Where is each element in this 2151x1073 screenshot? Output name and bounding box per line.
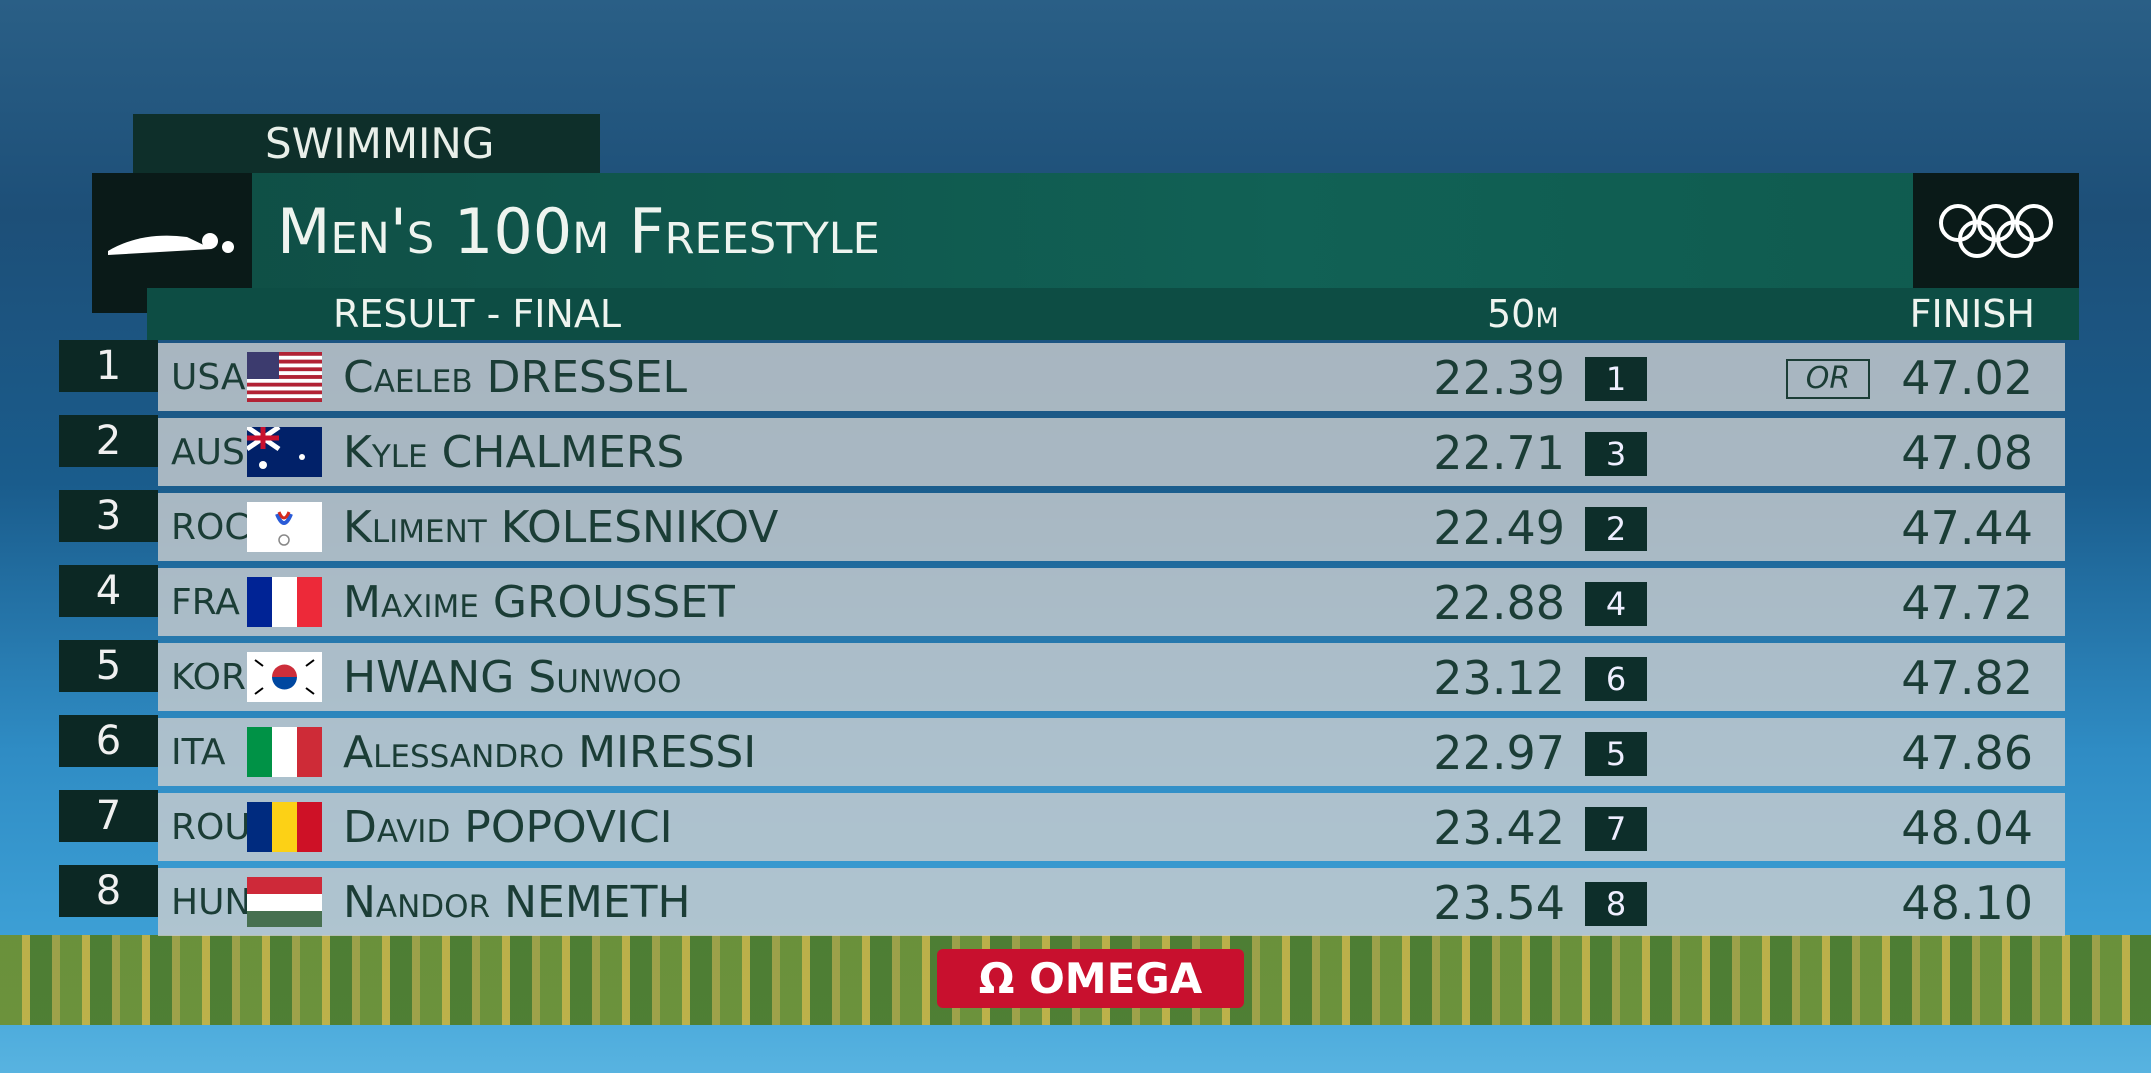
finish-time: 47.02 xyxy=(1901,351,2033,405)
split-rank: 3 xyxy=(1585,432,1647,476)
split-rank: 8 xyxy=(1585,882,1647,926)
split-rank: 2 xyxy=(1585,507,1647,551)
flag xyxy=(247,727,322,777)
rank: 5 xyxy=(59,640,158,692)
rank: 4 xyxy=(59,565,158,617)
result-row: FRA Maxime GROUSSET 22.88 4 47.72 xyxy=(158,568,2065,636)
athlete-name: Caeleb DRESSEL xyxy=(343,352,688,403)
split-time: 22.39 xyxy=(1433,351,1565,405)
flag xyxy=(247,877,322,927)
result-row: ROU David POPOVICI 23.42 7 48.04 xyxy=(158,793,2065,861)
split-time: 23.54 xyxy=(1433,876,1565,930)
sponsor-name: OMEGA xyxy=(1029,954,1203,1003)
sponsor-badge: Ω OMEGA xyxy=(937,949,1244,1008)
country-code: USA xyxy=(171,357,246,398)
country-code: AUS xyxy=(171,432,245,473)
flag xyxy=(247,652,322,702)
split-label: 50m xyxy=(1487,292,1559,336)
flag xyxy=(245,424,322,477)
flag xyxy=(247,502,322,552)
finish-time: 47.72 xyxy=(1901,576,2033,630)
rank: 2 xyxy=(59,415,158,467)
country-code: KOR xyxy=(171,657,246,698)
split-time: 22.97 xyxy=(1433,726,1565,780)
result-row: HUN Nandor NEMETH 23.54 8 48.10 xyxy=(158,868,2065,936)
split-time: 22.49 xyxy=(1433,501,1565,555)
athlete-name: HWANG Sunwoo xyxy=(343,652,682,703)
split-rank: 7 xyxy=(1585,807,1647,851)
result-row: ROC Kliment KOLESNIKOV 22.49 2 47.44 xyxy=(158,493,2065,561)
athlete-name: Kyle CHALMERS xyxy=(343,427,685,478)
split-rank: 1 xyxy=(1585,357,1647,401)
flag xyxy=(247,802,322,852)
flag xyxy=(247,577,322,627)
olympic-rings xyxy=(1913,173,2079,288)
athlete-name: Nandor NEMETH xyxy=(343,877,691,928)
finish-label: FINISH xyxy=(1909,292,2035,336)
split-rank: 6 xyxy=(1585,657,1647,701)
rank: 3 xyxy=(59,490,158,542)
result-label: RESULT - FINAL xyxy=(333,292,622,336)
flag xyxy=(247,352,322,402)
rank: 1 xyxy=(59,340,158,392)
result-row: ITA Alessandro MIRESSI 22.97 5 47.86 xyxy=(158,718,2065,786)
split-time: 22.71 xyxy=(1433,426,1565,480)
finish-time: 47.44 xyxy=(1901,501,2033,555)
subheader: RESULT - FINAL 50m FINISH xyxy=(147,288,2079,340)
finish-time: 47.08 xyxy=(1901,426,2033,480)
finish-time: 47.86 xyxy=(1901,726,2033,780)
record-badge: OR xyxy=(1786,359,1870,399)
split-rank: 5 xyxy=(1585,732,1647,776)
finish-time: 47.82 xyxy=(1901,651,2033,705)
split-rank: 4 xyxy=(1585,582,1647,626)
split-time: 23.12 xyxy=(1433,651,1565,705)
result-row: USA Caeleb DRESSEL 22.39 1 OR 47.02 xyxy=(158,343,2065,411)
athlete-name: Maxime GROUSSET xyxy=(343,577,735,628)
athlete-name: Alessandro MIRESSI xyxy=(343,727,757,778)
split-time: 23.42 xyxy=(1433,801,1565,855)
country-code: ROC xyxy=(171,507,250,548)
split-time: 22.88 xyxy=(1433,576,1565,630)
finish-time: 48.10 xyxy=(1901,876,2033,930)
country-code: ITA xyxy=(171,732,226,773)
athlete-name: David POPOVICI xyxy=(343,802,673,853)
rank: 8 xyxy=(59,865,158,917)
result-row: AUS Kyle CHALMERS 22.71 3 47.08 xyxy=(158,418,2065,486)
athlete-name: Kliment KOLESNIKOV xyxy=(343,502,779,553)
title-bar xyxy=(92,173,2079,288)
country-code: HUN xyxy=(171,882,252,923)
finish-time: 48.04 xyxy=(1901,801,2033,855)
event-title: Men's 100m Freestyle xyxy=(277,195,880,268)
rank: 6 xyxy=(59,715,158,767)
country-code: ROU xyxy=(171,807,251,848)
rank: 7 xyxy=(59,790,158,842)
result-row: KOR HWANG Sunwoo 23.12 6 47.82 xyxy=(158,643,2065,711)
sport-tab: SWIMMING xyxy=(133,114,600,174)
country-code: FRA xyxy=(171,582,240,623)
